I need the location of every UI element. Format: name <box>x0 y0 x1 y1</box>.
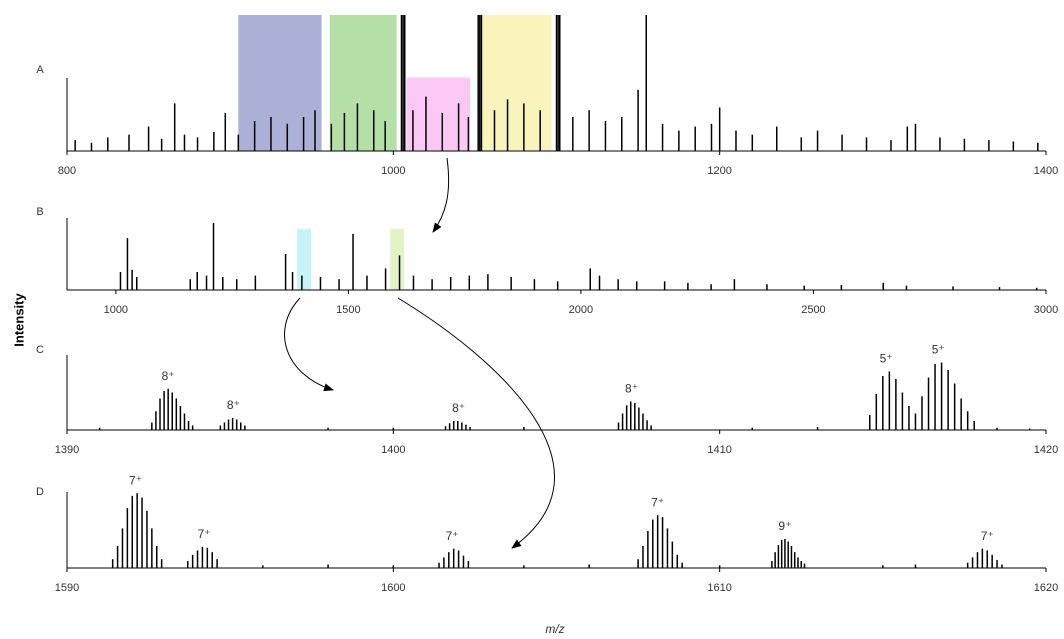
x-tick-label: 1590 <box>55 582 79 594</box>
peaks <box>74 15 1039 151</box>
panel-label: D <box>36 486 44 498</box>
y-axis-title: Intensity <box>11 293 26 347</box>
charge-label: 7⁺ <box>651 495 664 509</box>
x-tick-label: 1400 <box>381 444 405 456</box>
charge-label: 7⁺ <box>198 527 211 541</box>
charge-label: 8⁺ <box>452 401 465 415</box>
zoom-arrow <box>397 297 555 549</box>
peaks <box>119 223 1038 290</box>
x-tick-label: 1000 <box>381 165 405 177</box>
selection-window <box>238 15 322 151</box>
x-tick-label: 800 <box>58 165 76 177</box>
peaks <box>98 362 1031 430</box>
charge-label: 7⁺ <box>129 473 142 487</box>
x-tick-label: 1420 <box>1034 444 1058 456</box>
x-tick-label: 3000 <box>1034 304 1058 316</box>
x-tick-label: 1400 <box>1034 165 1058 177</box>
peaks <box>111 493 1003 568</box>
zoom-arrow <box>284 297 334 392</box>
x-tick-label: 1500 <box>336 304 360 316</box>
x-tick-label: 2000 <box>569 304 593 316</box>
x-axis-title: m/z <box>545 622 564 636</box>
charge-label: 7⁺ <box>981 529 994 543</box>
panel-label: A <box>36 64 44 76</box>
charge-label: 9⁺ <box>778 519 791 533</box>
x-tick-label: 1000 <box>104 304 128 316</box>
charge-label: 8⁺ <box>162 369 175 383</box>
selection-window <box>297 228 312 290</box>
x-tick-label: 1200 <box>707 165 731 177</box>
charge-label: 8⁺ <box>625 382 638 396</box>
charge-label: 5⁺ <box>932 343 945 357</box>
x-tick-label: 1600 <box>381 582 405 594</box>
panel-label: C <box>36 344 44 356</box>
selection-window <box>390 228 405 290</box>
selection-window <box>329 15 397 151</box>
selection-window <box>406 77 471 151</box>
zoom-arrow <box>432 157 450 233</box>
x-tick-label: 1610 <box>707 582 731 594</box>
selection-window <box>481 15 552 151</box>
x-tick-label: 1410 <box>707 444 731 456</box>
x-tick-label: 2500 <box>801 304 825 316</box>
panel-label: B <box>36 206 43 218</box>
charge-label: 8⁺ <box>227 398 240 412</box>
charge-label: 7⁺ <box>446 529 459 543</box>
charge-label: 5⁺ <box>880 352 893 366</box>
x-tick-label: 1390 <box>55 444 79 456</box>
x-tick-label: 1620 <box>1034 582 1058 594</box>
